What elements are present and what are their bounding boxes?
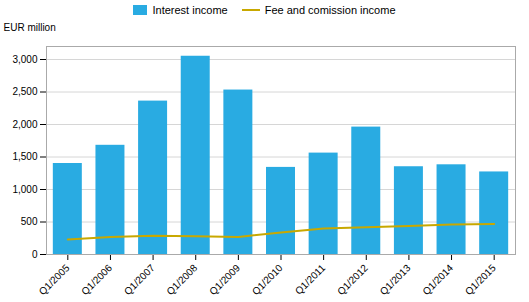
svg-text:Q1/2009: Q1/2009 xyxy=(207,262,242,297)
svg-text:Q1/2008: Q1/2008 xyxy=(164,262,199,297)
svg-text:Q1/2014: Q1/2014 xyxy=(420,262,455,297)
svg-text:EUR million: EUR million xyxy=(4,22,56,33)
svg-text:1,000: 1,000 xyxy=(12,184,37,195)
svg-text:Q1/2012: Q1/2012 xyxy=(335,262,370,297)
svg-text:500: 500 xyxy=(21,216,38,227)
svg-text:Q1/2013: Q1/2013 xyxy=(378,262,413,297)
svg-text:Q1/2011: Q1/2011 xyxy=(293,262,328,297)
svg-text:Q1/2006: Q1/2006 xyxy=(79,262,114,297)
html-text:Interest income: Interest income xyxy=(152,4,228,16)
svg-text:0: 0 xyxy=(32,249,38,260)
svg-text:Q1/2015: Q1/2015 xyxy=(463,262,498,297)
svg-text:2,000: 2,000 xyxy=(12,119,37,130)
svg-text:Q1/2007: Q1/2007 xyxy=(122,262,157,297)
html-text:Fee and comission income: Fee and comission income xyxy=(264,4,396,16)
svg-text:Q1/2005: Q1/2005 xyxy=(37,262,72,297)
svg-text:2,500: 2,500 xyxy=(12,86,37,97)
svg-text:1,500: 1,500 xyxy=(12,151,37,162)
svg-text:3,000: 3,000 xyxy=(12,54,37,65)
svg-text:Q1/2010: Q1/2010 xyxy=(250,262,285,297)
